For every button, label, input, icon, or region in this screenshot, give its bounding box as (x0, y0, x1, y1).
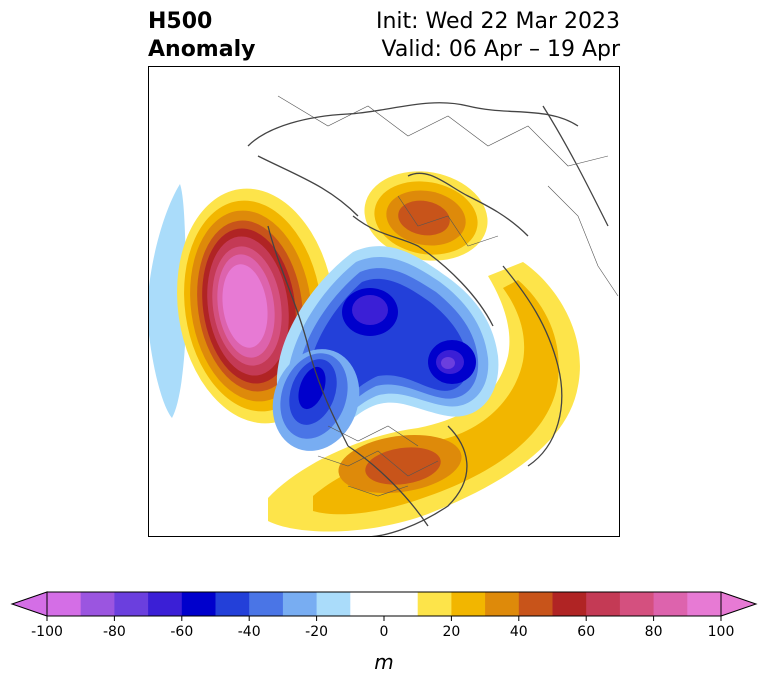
colorbar-segment (653, 592, 688, 616)
colorbar-segment (282, 592, 318, 616)
colorbar-segment (619, 592, 655, 616)
colorbar-segment (417, 592, 452, 616)
colorbar-segment (552, 592, 587, 616)
positive-anomaly-northeast-pacific (177, 188, 335, 424)
map-title: H500 Anomaly (148, 8, 255, 64)
colorbar-tick-label: 60 (577, 624, 595, 640)
colorbar-segment (586, 592, 621, 616)
colorbar-segment (80, 592, 115, 616)
colorbar-segment (215, 592, 250, 616)
colorbar-segment (687, 592, 722, 616)
colorbar-tick-label: 40 (510, 624, 528, 640)
colorbar-extend-min (10, 591, 48, 617)
country-borders (277, 95, 619, 497)
negative-anomaly-western-canada (272, 349, 360, 451)
map-subtitle: Init: Wed 22 Mar 2023 Valid: 06 Apr – 19… (376, 8, 620, 64)
colorbar-tick-label: 0 (380, 624, 389, 640)
colorbar: -100 -80 -60 -40 -20 0 20 40 60 80 100 m (10, 591, 758, 674)
colorbar-segment (350, 592, 385, 616)
colorbar-tick-label: -100 (31, 624, 63, 640)
colorbar-tick-label: -60 (170, 624, 193, 640)
colorbar-tick-label: 80 (645, 624, 663, 640)
colorbar-segments (10, 591, 758, 617)
coastlines (247, 102, 609, 537)
colorbar-segment (148, 592, 183, 616)
colorbar-segment (249, 592, 284, 616)
colorbar-segment (518, 592, 553, 616)
colorbar-tick-label: 20 (442, 624, 460, 640)
colorbar-extend-max (720, 591, 758, 617)
colorbar-segment (384, 592, 419, 616)
colorbar-tick-label: -40 (238, 624, 261, 640)
anomaly-map (148, 66, 620, 537)
title-line-1: H500 (148, 9, 213, 34)
negative-anomaly-pacific-west (148, 184, 187, 418)
title-line-2: Anomaly (148, 37, 256, 62)
colorbar-tick-label: -80 (103, 624, 126, 640)
colorbar-segment (316, 592, 351, 616)
colorbar-segment (451, 592, 486, 616)
colorbar-segment (47, 592, 82, 616)
colorbar-tick-label: -20 (305, 624, 328, 640)
init-date: Init: Wed 22 Mar 2023 (375, 9, 620, 34)
colorbar-tick-label: 100 (708, 624, 735, 640)
colorbar-ticks: -100 -80 -60 -40 -20 0 20 40 60 80 100 (31, 616, 734, 640)
valid-range: Valid: 06 Apr – 19 Apr (381, 37, 621, 62)
colorbar-unit-label: m (374, 650, 393, 674)
colorbar-segment (181, 592, 216, 616)
colorbar-segment (485, 592, 520, 616)
colorbar-segment (114, 592, 149, 616)
